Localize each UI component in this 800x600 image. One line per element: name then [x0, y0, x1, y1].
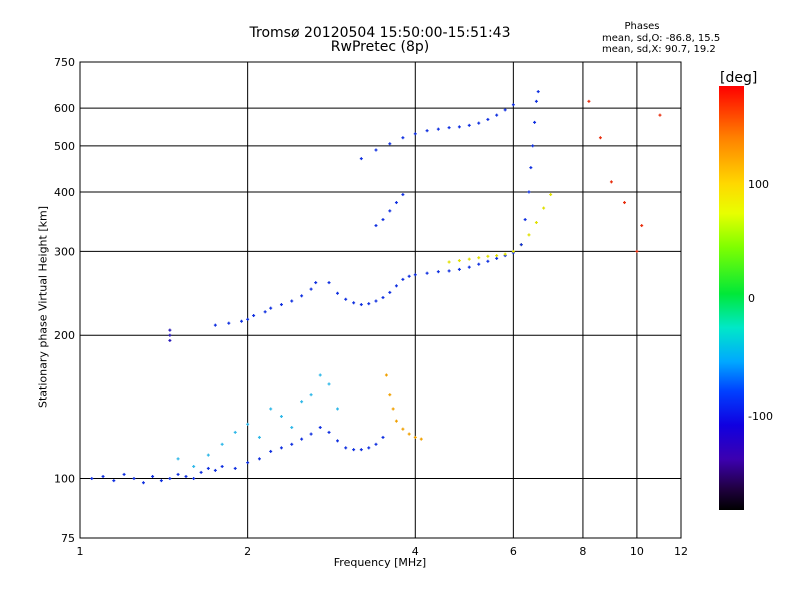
plot-frame — [79, 61, 682, 539]
x-tick-label: 4 — [412, 545, 419, 558]
phases-o-stats: mean, sd,O: -86.8, 15.5 — [602, 33, 721, 44]
y-tick-label: 750 — [54, 56, 75, 69]
x-tick-label: 6 — [510, 545, 517, 558]
y-tick-label: 400 — [54, 186, 75, 199]
colorbar-unit-label: [deg] — [720, 70, 758, 86]
y-axis-label: Stationary phase Virtual Height [km] — [36, 205, 50, 409]
x-tick-label: 8 — [579, 545, 586, 558]
chart-title: Tromsø 20120504 15:50:00-15:51:43 — [249, 25, 511, 41]
x-tick-label: 2 — [244, 545, 251, 558]
y-tick-label: 100 — [54, 473, 75, 486]
y-tick-label: 75 — [61, 532, 75, 545]
y-tick-label: 200 — [54, 329, 75, 342]
colorbar-tick-label: 100 — [748, 178, 769, 191]
x-tick-label: 1 — [77, 545, 84, 558]
y-tick-label: 300 — [54, 245, 75, 258]
colorbar-tick-label: 0 — [748, 292, 755, 305]
x-tick-label: 10 — [630, 545, 644, 558]
phases-x-stats: mean, sd,X: 90.7, 19.2 — [602, 44, 716, 55]
y-tick-label: 600 — [54, 102, 75, 115]
colorbar-tick-label: -100 — [748, 410, 773, 423]
x-axis-label: Frequency [MHz] — [333, 556, 427, 569]
phases-title: Phases — [624, 21, 660, 32]
chart-subtitle: RwPretec (8p) — [330, 39, 430, 55]
x-tick-label: 12 — [674, 545, 688, 558]
y-tick-label: 500 — [54, 140, 75, 153]
phase-colorbar — [719, 86, 744, 510]
